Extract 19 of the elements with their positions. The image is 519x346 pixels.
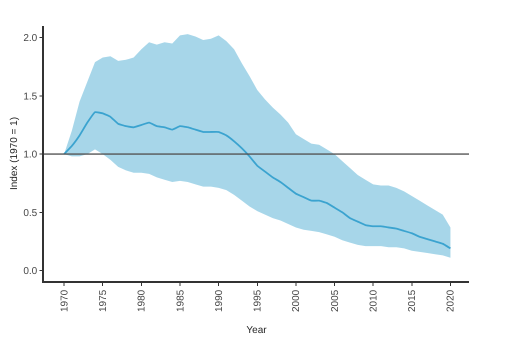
x-tick-label: 1985 xyxy=(175,289,186,312)
x-tick-label: 2015 xyxy=(407,289,418,312)
x-tick-label: 1995 xyxy=(252,289,264,312)
y-tick-label: 2.0 xyxy=(23,33,38,44)
x-tick-label: 2005 xyxy=(330,289,341,312)
x-tick-label: 1990 xyxy=(214,289,225,312)
y-tick-label: 0.5 xyxy=(23,208,38,219)
x-tick-label: 2020 xyxy=(446,289,457,312)
y-tick-label: 1.5 xyxy=(23,91,38,102)
x-tick-label: 1970 xyxy=(59,289,70,312)
x-tick-label: 1975 xyxy=(98,289,109,312)
y-axis-title: Index (1970 = 1) xyxy=(8,116,20,190)
y-tick-label: 0.0 xyxy=(23,266,38,278)
x-tick-label: 2010 xyxy=(368,289,380,312)
line-series xyxy=(63,111,452,250)
y-tick-label: 1.0 xyxy=(23,150,38,161)
x-tick-label: 1980 xyxy=(136,289,148,312)
x-axis-title: Year xyxy=(246,325,268,336)
x-tick-label: 2000 xyxy=(291,289,302,312)
